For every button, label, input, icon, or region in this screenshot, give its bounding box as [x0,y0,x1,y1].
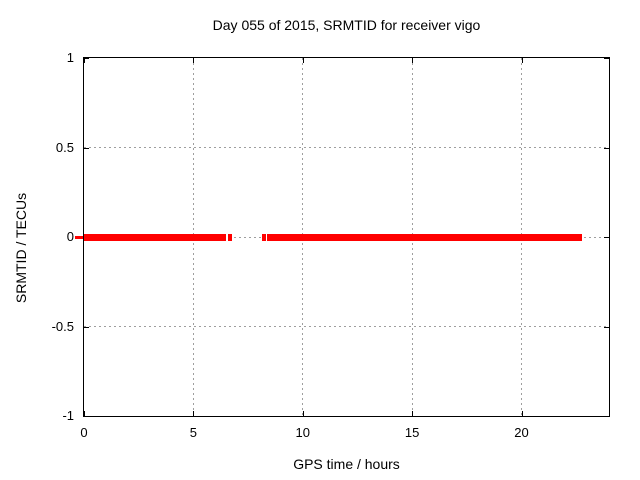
y-axis-title: SRMTID / TECUs [13,192,29,304]
y-tick-right [604,327,609,328]
data-line-segment [267,233,583,241]
y-tick-right [604,237,609,238]
x-tick-bottom [303,411,304,416]
x-tick-top [303,58,304,63]
x-tick-label: 15 [404,425,420,440]
chart-title: Day 055 of 2015, SRMTID for receiver vig… [212,17,481,33]
data-line-segment [84,233,227,241]
y-zero-outer-tick [75,235,83,239]
y-tick-label: 0.5 [55,139,74,155]
plot-area [83,57,610,417]
y-tick-label: 0 [66,229,74,244]
y-tick-right [604,416,609,417]
x-axis-title: GPS time / hours [293,456,400,472]
data-line-segment [262,233,267,241]
y-tick-left [84,58,89,59]
x-tick-label: 5 [189,425,197,440]
x-tick-top [193,58,194,63]
x-tick-label: 20 [514,425,529,440]
x-tick-label: 0 [80,425,88,440]
y-tick-left [84,327,89,328]
x-tick-bottom [193,411,194,416]
x-tick-top [412,58,413,63]
x-tick-top [84,58,85,63]
x-tick-bottom [412,411,413,416]
x-tick-bottom [522,411,523,416]
y-tick-label: -0.5 [51,318,74,334]
y-tick-right [604,58,609,59]
y-tick-label: -1 [62,408,74,423]
y-tick-label: 1 [66,50,74,65]
y-gridline [84,147,609,148]
y-tick-left [84,416,89,417]
y-tick-right [604,148,609,149]
x-tick-label: 10 [295,425,310,440]
x-tick-top [522,58,523,63]
y-gridline [84,326,609,327]
x-tick-bottom [84,411,85,416]
y-tick-left [84,148,89,149]
data-line-segment [228,233,233,241]
